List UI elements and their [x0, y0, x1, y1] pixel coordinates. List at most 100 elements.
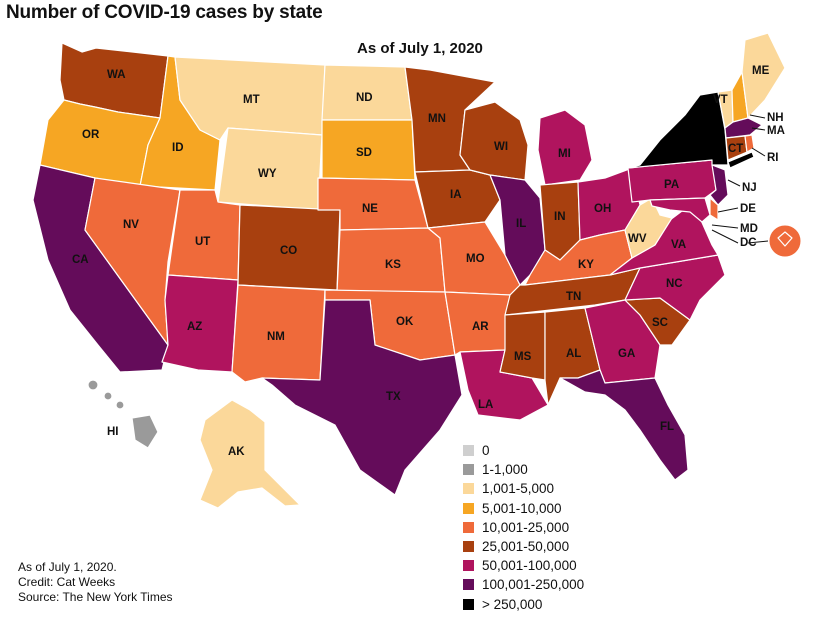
state-MS: [499, 311, 546, 381]
label-RI: RI: [767, 152, 779, 164]
label-OK: OK: [396, 316, 414, 328]
legend-label: 1-1,000: [482, 462, 528, 478]
state-labels: WA OR CA ID NV MT WY UT AZ CO NM ND SD N…: [72, 65, 785, 458]
label-MD: MD: [740, 223, 758, 235]
label-AL: AL: [566, 348, 581, 360]
map-title: Number of COVID-19 cases by state: [6, 2, 323, 23]
legend-label: 50,001-100,000: [482, 558, 577, 574]
legend-swatch: [463, 521, 474, 533]
legend-item: 5,001-10,000: [463, 499, 584, 518]
label-OH: OH: [594, 203, 611, 215]
label-MS: MS: [514, 351, 532, 363]
label-CO: CO: [280, 245, 297, 257]
legend-item: 1-1,000: [463, 460, 584, 479]
footnotes: As of July 1, 2020. Credit: Cat Weeks So…: [18, 560, 173, 605]
state-MI: [537, 109, 593, 186]
label-IN: IN: [554, 211, 566, 223]
state-TX: [261, 299, 463, 496]
label-TN: TN: [566, 291, 581, 303]
state-DE: [709, 197, 719, 221]
label-VT: VT: [713, 94, 728, 106]
label-KY: KY: [578, 259, 594, 271]
label-PA: PA: [664, 179, 679, 191]
state-NC: [624, 254, 726, 321]
label-MI: MI: [558, 148, 571, 160]
label-WY: WY: [258, 168, 277, 180]
state-WV: [624, 197, 673, 259]
note-source: Source: The New York Times: [18, 590, 173, 604]
legend-label: > 250,000: [482, 596, 543, 612]
label-MT: MT: [243, 94, 260, 106]
legend-swatch: [463, 598, 474, 610]
label-WV: WV: [628, 233, 647, 245]
legend-item: 0: [463, 441, 584, 460]
legend-label: 10,001-25,000: [482, 519, 570, 535]
label-ND: ND: [356, 92, 373, 104]
legend-swatch: [463, 445, 474, 457]
label-NC: NC: [666, 278, 683, 290]
legend-label: 0: [482, 443, 490, 459]
label-NV: NV: [123, 219, 139, 231]
legend-item: 25,001-50,000: [463, 537, 584, 556]
legend-item: 1,001-5,000: [463, 479, 584, 498]
label-CT: CT: [728, 143, 743, 155]
label-WA: WA: [107, 69, 126, 81]
label-NE: NE: [362, 203, 378, 215]
label-IA: IA: [450, 189, 462, 201]
legend-swatch: [463, 502, 474, 514]
label-DC: DC: [740, 237, 757, 249]
label-HI: HI: [107, 426, 119, 438]
label-NH: NH: [767, 112, 784, 124]
label-NM: NM: [267, 331, 285, 343]
map-subtitle: As of July 1, 2020: [357, 40, 483, 57]
label-OR: OR: [82, 129, 100, 141]
state-MD: [649, 197, 711, 223]
label-IL: IL: [516, 218, 526, 230]
label-MO: MO: [466, 253, 485, 265]
label-DE: DE: [740, 203, 756, 215]
state-DC-shape: [777, 231, 793, 247]
legend-label: 25,001-50,000: [482, 539, 570, 555]
label-MN: MN: [428, 113, 446, 125]
legend-item: > 250,000: [463, 595, 584, 614]
label-SC: SC: [652, 317, 668, 329]
hi-island-3: [115, 400, 125, 410]
hi-island-1: [87, 379, 99, 391]
legend-swatch: [463, 560, 474, 572]
legend-item: 10,001-25,000: [463, 518, 584, 537]
legend: 0 1-1,000 1,001-5,000 5,001-10,000 10,001-25…: [463, 441, 584, 614]
label-LA: LA: [478, 399, 493, 411]
state-FL: [559, 369, 689, 481]
note-date: As of July 1, 2020.: [18, 560, 117, 574]
label-KS: KS: [385, 259, 401, 271]
state-RI: [744, 134, 755, 153]
label-UT: UT: [195, 236, 210, 248]
label-ID: ID: [172, 142, 184, 154]
legend-swatch: [463, 579, 474, 591]
state-UT: [167, 189, 241, 281]
label-NJ: NJ: [742, 182, 757, 194]
legend-label: 100,001-250,000: [482, 577, 585, 593]
legend-swatch: [463, 541, 474, 553]
hi-island-big: [131, 414, 159, 449]
label-AR: AR: [472, 321, 489, 333]
note-credit: Credit: Cat Weeks: [18, 575, 116, 589]
label-GA: GA: [618, 348, 635, 360]
legend-swatch: [463, 483, 474, 495]
state-NY-long-island: [727, 151, 755, 169]
state-HI: [87, 379, 159, 449]
hi-island-2: [103, 391, 113, 401]
label-CA: CA: [72, 254, 89, 266]
legend-swatch: [463, 464, 474, 476]
legend-label: 5,001-10,000: [482, 500, 562, 516]
state-AK: [199, 399, 301, 509]
legend-label: 1,001-5,000: [482, 481, 555, 497]
legend-item: 50,001-100,000: [463, 556, 584, 575]
label-VA: VA: [671, 239, 686, 251]
label-MA: MA: [767, 125, 785, 137]
legend-item: 100,001-250,000: [463, 575, 584, 594]
label-WI: WI: [494, 141, 508, 153]
label-SD: SD: [356, 147, 372, 159]
label-FL: FL: [660, 421, 674, 433]
